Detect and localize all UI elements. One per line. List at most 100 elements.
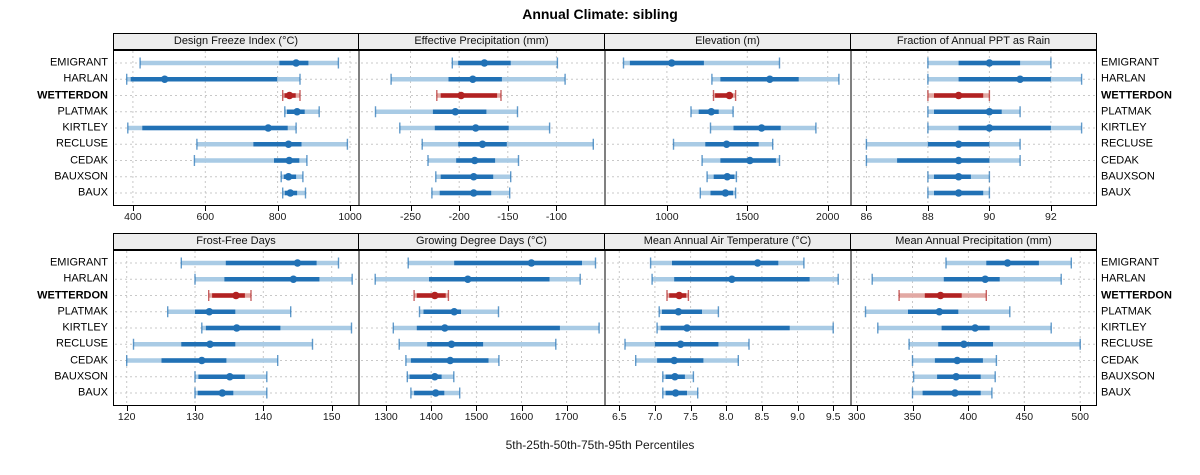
site-label-emigrant: EMIGRANT (49, 256, 108, 269)
site-label-harlan: HARLAN (63, 272, 108, 285)
x-axis: 400 600 800 1000 (113, 206, 362, 226)
series-harlan (927, 73, 1083, 85)
x-axis: 1000 1500 2000 (605, 206, 851, 226)
axis-tick-label: -150 (497, 211, 519, 223)
site-label-baux: BAUX (1101, 186, 1131, 199)
series-bauxson (912, 371, 996, 383)
panel-strip: Growing Degree Days (°C) (359, 233, 605, 250)
site-label-bauxson: BAUXSON (54, 370, 108, 383)
axis-tick (350, 206, 351, 211)
axis-tick-label: 7.5 (683, 411, 698, 423)
series-emigrant (451, 57, 559, 69)
site-label-harlan: HARLAN (1101, 272, 1146, 285)
series-platmak (690, 106, 734, 118)
series-recluse (908, 338, 1081, 350)
axis-tick-label: 92 (1045, 211, 1057, 223)
axis-tick-label: -200 (448, 211, 470, 223)
axis-tick (666, 206, 668, 211)
series-baux (410, 387, 461, 399)
site-label-kirtley: KIRTLEY (1101, 121, 1147, 134)
series-bauxson (662, 371, 695, 383)
axis-tick (989, 206, 991, 211)
axis-tick (410, 206, 412, 211)
axis-tick-label: 1500 (464, 411, 489, 423)
axis-tick (195, 406, 196, 411)
series-bauxson (435, 171, 512, 183)
axis-tick-label: 300 (847, 411, 866, 423)
site-label-emigrant: EMIGRANT (1101, 56, 1160, 69)
series-wetterdon (413, 290, 450, 301)
axis-tick (833, 406, 835, 411)
axis-tick-label: 1000 (338, 211, 362, 223)
series-platmak (927, 106, 1021, 118)
axis-tick (827, 206, 829, 211)
series-baux (911, 387, 993, 399)
site-label-cedak: CEDAK (1101, 354, 1139, 366)
site-label-emigrant: EMIGRANT (49, 56, 108, 69)
x-axis: 300 350 400 450 500 (847, 406, 1097, 426)
site-label-bauxson: BAUXSON (54, 170, 108, 183)
site-label-recluse: RECLUSE (56, 337, 108, 350)
series-platmak (864, 306, 1011, 318)
percentile-legend-text: 5th-25th-50th-75th-95th Percentiles (505, 438, 695, 452)
axis-tick (331, 406, 333, 411)
axis-tick (476, 406, 478, 411)
axis-tick-label: 9.5 (825, 411, 841, 423)
series-cedak (635, 355, 739, 366)
site-label-baux: BAUX (1101, 386, 1131, 399)
axis-tick (386, 406, 388, 411)
series-kirtley (127, 122, 297, 134)
axis-tick (566, 406, 568, 411)
axis-tick (132, 206, 134, 211)
axis-tick (431, 406, 433, 411)
axis-tick (968, 406, 970, 411)
axis-tick (277, 206, 279, 211)
series-kirtley (399, 122, 551, 134)
panel-strip: Effective Precipitation (mm) (359, 33, 605, 50)
axis-tick (263, 406, 265, 411)
axis-tick (856, 406, 858, 411)
site-label-baux: BAUX (78, 186, 108, 199)
axis-tick-label: 150 (322, 411, 341, 423)
series-cedak (427, 155, 520, 166)
site-label-emigrant: EMIGRANT (1101, 256, 1160, 269)
panel-strip: Mean Annual Precipitation (mm) (851, 233, 1097, 250)
series-harlan (390, 73, 566, 85)
panel-strip: Elevation (m) (605, 33, 851, 50)
series-bauxson (706, 171, 738, 183)
site-label-recluse: RECLUSE (56, 137, 108, 150)
site-label-cedak: CEDAK (70, 154, 108, 166)
site-label-harlan: HARLAN (63, 72, 108, 85)
site-label-platmak: PLATMAK (1101, 105, 1152, 118)
axis-tick-label: 600 (196, 211, 215, 223)
axis-tick-label: -250 (399, 211, 422, 223)
series-wetterdon (281, 90, 301, 101)
series-recluse (132, 338, 314, 350)
series-bauxson (194, 371, 268, 383)
series-emigrant (407, 257, 597, 269)
axis-tick (866, 206, 868, 211)
axis-tick (726, 406, 728, 411)
series-kirtley (927, 122, 1083, 134)
series-harlan (711, 73, 840, 85)
axis-tick-label: 90 (983, 211, 996, 223)
series-bauxson (406, 371, 455, 383)
site-label-harlan: HARLAN (1101, 72, 1146, 85)
axis-tick-label: 88 (922, 211, 934, 223)
axis-tick-label: 6.5 (611, 411, 627, 423)
axis-tick (619, 406, 621, 411)
series-harlan (871, 273, 1062, 285)
axis-tick (521, 406, 523, 411)
series-harlan (194, 273, 353, 285)
plot-row-2 (113, 250, 1097, 406)
x-axis: 1300 1400 1500 1600 1700 (359, 406, 605, 426)
axis-tick-label: 400 (124, 211, 142, 223)
series-recluse (421, 138, 594, 150)
series-bauxson (927, 171, 991, 183)
site-label-kirtley: KIRTLEY (62, 121, 108, 134)
axis-tick-label: 86 (860, 211, 873, 223)
series-recluse (624, 338, 750, 350)
axis-tick-label: -100 (545, 211, 567, 223)
chart-title: Annual Climate: sibling (522, 6, 678, 22)
